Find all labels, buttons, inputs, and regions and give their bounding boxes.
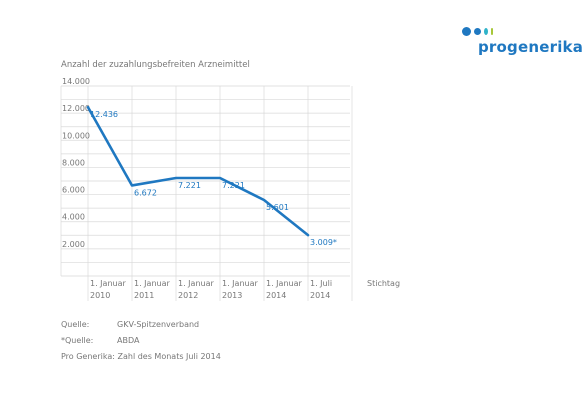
series-line	[86, 105, 310, 237]
y-tick-label: 2.000	[62, 240, 85, 249]
logo-dot	[484, 28, 488, 35]
x-tick-label: 1. Januar	[178, 279, 214, 288]
x-tick-label-year: 2012	[178, 291, 198, 300]
progenerika-logo: progenerika	[460, 20, 583, 60]
brand-name: progenerika	[478, 38, 584, 56]
y-tick-label: 8.000	[62, 158, 85, 167]
x-axis-title: Stichtag	[367, 279, 400, 288]
data-label: 7.221	[222, 181, 245, 190]
y-tick-label: 14.000	[62, 77, 90, 86]
source-value-2: ABDA	[117, 336, 140, 345]
data-label: 7.221	[178, 181, 201, 190]
x-tick-label: 1. Januar	[222, 279, 258, 288]
x-tick-label: 1. Juli	[310, 279, 332, 288]
x-tick-label: 1. Januar	[134, 279, 170, 288]
source-label-1: Quelle:	[61, 320, 90, 329]
logo-dot	[474, 28, 481, 35]
logo-dot	[462, 27, 471, 36]
x-tick-label-year: 2011	[134, 291, 154, 300]
logo-dot	[491, 28, 493, 35]
y-tick-label: 10.000	[62, 131, 90, 140]
x-tick-label-year: 2014	[266, 291, 286, 300]
data-label: 5.601	[266, 203, 289, 212]
chart-title: Anzahl der zuzahlungsbefreiten Arzneimit…	[61, 60, 250, 70]
data-label: 12.436	[90, 110, 118, 119]
x-tick-label: 1. Januar	[90, 279, 126, 288]
source-value-1: GKV-Spitzenverband	[117, 320, 200, 329]
footer-note: Pro Generika: Zahl des Monats Juli 2014	[61, 352, 221, 361]
y-tick-label: 6.000	[62, 186, 85, 195]
data-label: 6.672	[134, 188, 157, 197]
data-label: 3.009*	[310, 238, 337, 247]
x-tick-label: 1. Januar	[266, 279, 302, 288]
x-tick-label-year: 2014	[310, 291, 330, 300]
source-label-2: *Quelle:	[61, 336, 94, 345]
y-tick-label: 4.000	[62, 213, 85, 222]
y-tick-label: 12.000	[62, 104, 90, 113]
x-tick-label-year: 2013	[222, 291, 242, 300]
x-tick-label-year: 2010	[90, 291, 110, 300]
